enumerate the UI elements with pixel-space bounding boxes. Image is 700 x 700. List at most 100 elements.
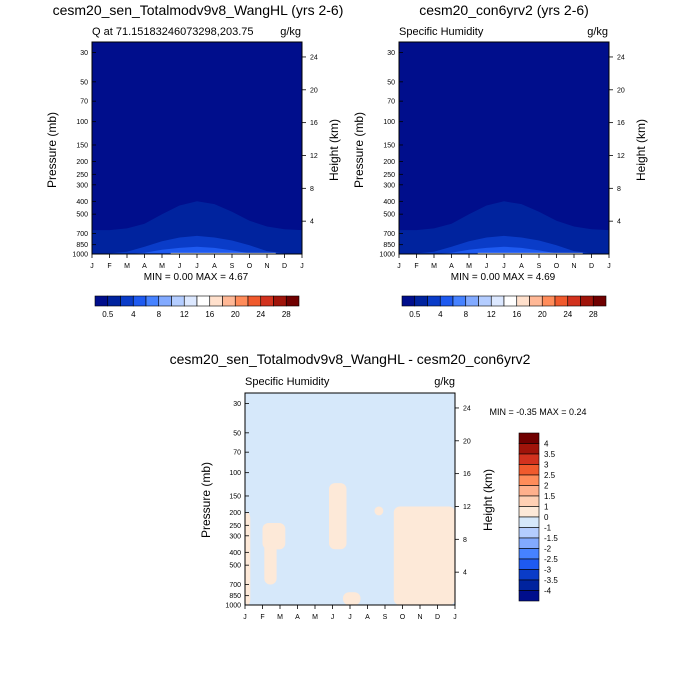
x-tick-label: J	[178, 263, 182, 270]
panel1-y2label: Height (km)	[327, 119, 341, 181]
y-tick-label: 100	[383, 119, 395, 126]
colorbar-swatch	[541, 295, 556, 307]
x-tick-label: D	[282, 263, 287, 270]
colorbar-label: 24	[256, 310, 265, 319]
x-tick-label: F	[260, 614, 264, 621]
colorbar-label: 12	[180, 310, 189, 319]
panel2-ylabel: Pressure (mb)	[352, 112, 366, 188]
y-tick-label: 70	[80, 99, 88, 106]
y-tick-label: 1000	[225, 603, 241, 610]
panel3-plot: 30 50 70 100 150 200 250 300 400 500 700 850 1000 4 8 1…	[225, 392, 471, 621]
x-tick-label: J	[300, 263, 304, 270]
colorbar-swatch	[120, 295, 134, 307]
x-tick-label: J	[243, 614, 247, 621]
colorbar-swatch	[518, 558, 540, 570]
panel2-y2label: Height (km)	[634, 119, 648, 181]
panel3-colorbar: 43.5 32.5 21.5 10 -1-1.5 -2-2.5 -3-3.5 -4	[518, 432, 558, 602]
y-tick-label: 250	[76, 172, 88, 179]
y-tick-label: 250	[229, 523, 241, 530]
x-tick-label: D	[435, 614, 440, 621]
y2-tick-label: 20	[310, 87, 318, 94]
y2-tick-label: 24	[617, 54, 625, 61]
y-tick-label: 100	[229, 470, 241, 477]
y2-tick-label: 12	[463, 504, 471, 511]
y-tick-label: 850	[383, 242, 395, 249]
y-tick-label: 200	[383, 159, 395, 166]
colorbar-swatch	[580, 295, 594, 307]
y-tick-label: 30	[387, 50, 395, 57]
y2-tick-label: 4	[617, 219, 621, 226]
colorbar-swatch	[285, 295, 300, 307]
y2-tick-label: 24	[463, 405, 471, 412]
colorbar-label: 0	[544, 513, 549, 522]
x-tick-label: O	[400, 614, 406, 621]
panel3-stats: MIN = -0.35 MAX = 0.24	[489, 407, 586, 417]
panel1-plot: 30 50 70 100 150 200 250 300 400 500 700 850 1000 4 8 1…	[72, 41, 318, 270]
panel3-ylabel: Pressure (mb)	[199, 462, 213, 538]
panel3-y2label: Height (km)	[481, 469, 495, 531]
y-tick-label: 150	[229, 493, 241, 500]
colorbar-label: 3.5	[544, 450, 556, 459]
colorbar-swatch	[516, 295, 530, 307]
colorbar-swatch	[554, 295, 569, 307]
y2-tick-label: 12	[310, 153, 318, 160]
colorbar-swatch	[567, 295, 581, 307]
colorbar-swatch	[273, 295, 287, 307]
y2-tick-label: 12	[617, 153, 625, 160]
colorbar-label: -4	[544, 587, 552, 596]
contour-fill-level_0.5	[92, 201, 302, 254]
panel1-ylabel: Pressure (mb)	[45, 112, 59, 188]
colorbar-label: 0.5	[102, 310, 114, 319]
colorbar-swatch	[452, 295, 467, 307]
colorbar-swatch	[518, 495, 540, 507]
colorbar-label: 16	[205, 310, 214, 319]
x-tick-label: M	[466, 263, 472, 270]
y2-tick-label: 20	[617, 87, 625, 94]
y-tick-label: 400	[76, 199, 88, 206]
y-tick-label: 50	[80, 79, 88, 86]
x-tick-label: A	[519, 263, 524, 270]
x-tick-label: M	[159, 263, 165, 270]
colorbar-swatch	[503, 295, 518, 307]
y-tick-label: 300	[383, 182, 395, 189]
colorbar-swatch	[518, 453, 540, 465]
colorbar-swatch	[518, 569, 540, 581]
colorbar-swatch	[518, 432, 540, 444]
x-tick-label: N	[264, 263, 269, 270]
x-tick-label: O	[247, 263, 253, 270]
y-tick-label: 1000	[379, 252, 395, 259]
colorbar-swatch	[247, 295, 262, 307]
y-tick-label: 500	[229, 563, 241, 570]
x-tick-label: S	[383, 614, 388, 621]
colorbar-swatch	[145, 295, 160, 307]
x-tick-label: N	[417, 614, 422, 621]
colorbar-swatch	[478, 295, 492, 307]
y-tick-label: 30	[233, 401, 241, 408]
positive-anomaly-region	[374, 506, 384, 516]
colorbar-label: 28	[282, 310, 291, 319]
y-tick-label: 70	[387, 99, 395, 106]
x-tick-label: A	[142, 263, 147, 270]
colorbar-label: 12	[487, 310, 496, 319]
colorbar-swatch	[209, 295, 223, 307]
panel3-subtitle: Specific Humidity	[245, 376, 330, 388]
x-tick-label: J	[397, 263, 401, 270]
colorbar-swatch	[518, 474, 540, 486]
colorbar-swatch	[518, 443, 540, 455]
panel1-subtitle: Q at 71.15183246073298,203.75	[92, 26, 253, 38]
panel2-title: cesm20_con6yrv2 (yrs 2-6)	[419, 2, 589, 18]
y-tick-label: 700	[229, 582, 241, 589]
colorbar-label: 16	[512, 310, 521, 319]
y-tick-label: 70	[233, 450, 241, 457]
colorbar-label: -2	[544, 545, 552, 554]
y-tick-label: 150	[76, 142, 88, 149]
colorbar-swatch	[518, 527, 540, 539]
x-tick-label: J	[485, 263, 489, 270]
colorbar-label: -1.5	[544, 534, 558, 543]
y2-tick-label: 8	[617, 186, 621, 193]
colorbar-label: -3.5	[544, 576, 558, 585]
contour-fill-level_0.5	[399, 201, 609, 254]
positive-anomaly-region	[264, 535, 277, 585]
panel1-colorbar: 0.5 4 8 12 16 20 24 28	[94, 295, 300, 319]
